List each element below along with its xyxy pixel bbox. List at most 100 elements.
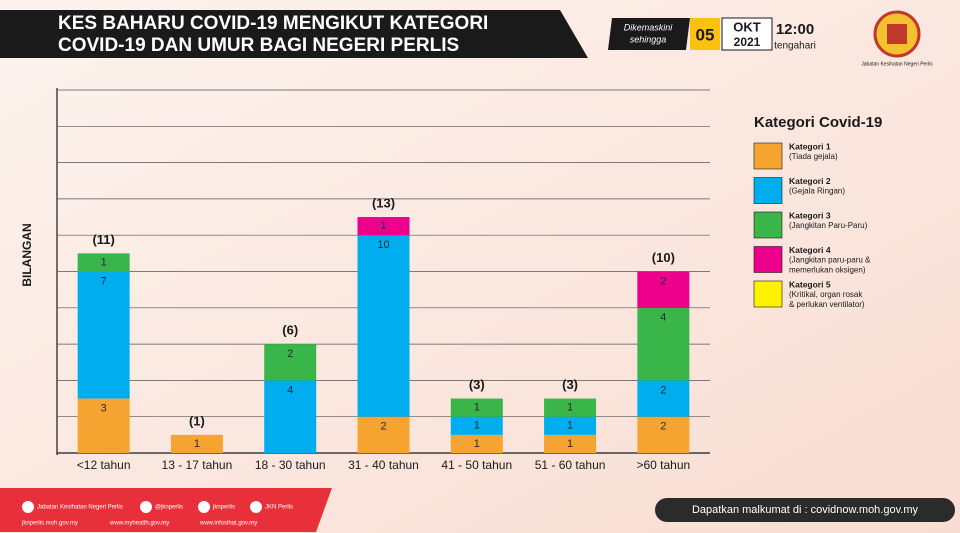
footer-info: Dapatkan malkumat di : covidnow.moh.gov.… (692, 504, 919, 516)
updated-label: sehingga (630, 34, 667, 44)
y-axis-label: BILANGAN (20, 223, 34, 286)
bar-segment (264, 380, 317, 453)
legend-swatch (753, 177, 783, 204)
total-label: (6) (282, 323, 298, 338)
month-box (721, 17, 773, 51)
segment-label: 1 (567, 402, 573, 414)
bar-segment (637, 307, 690, 381)
title-line: KES BAHARU COVID-19 MENGIKUT KATEGORI (58, 13, 488, 34)
legend-swatch (753, 142, 783, 170)
bar-segment (77, 271, 130, 399)
segment-label: 7 (101, 275, 107, 287)
bar-segment (357, 235, 410, 417)
segment-label: 1 (567, 438, 573, 450)
bar-segment (637, 271, 690, 308)
bar-segment (450, 398, 503, 417)
social-icon (198, 501, 210, 513)
segment-label: 4 (660, 312, 666, 324)
bar-segment (544, 398, 597, 417)
bar-segment (450, 434, 503, 453)
bar-segment (77, 253, 130, 272)
total-label: (10) (652, 250, 675, 265)
bar-segment (544, 434, 597, 453)
segment-label: 2 (287, 348, 293, 360)
segment-label: 4 (287, 384, 293, 396)
segment-label: 3 (101, 402, 107, 414)
social-handle: @jknperlis (155, 505, 183, 511)
bar-segment (170, 434, 223, 453)
total-label: (11) (92, 232, 114, 247)
legend-description: (Kritikal, organ rosak & perlukan ventila… (789, 290, 865, 309)
legend-label: Kategori 5 (789, 279, 831, 289)
segment-label: 10 (377, 239, 389, 251)
updated-year: 2021 (734, 35, 761, 49)
legend-swatch (753, 280, 783, 308)
logo-shield (887, 24, 907, 44)
segment-label: 2 (660, 384, 666, 396)
social-icon (140, 501, 152, 513)
total-label: (3) (562, 377, 578, 392)
legend-label: Kategori 1 (789, 141, 831, 151)
social-icon (250, 501, 262, 513)
legend-description: (Jangkitan Paru-Paru) (789, 221, 868, 230)
bar-segment (357, 416, 410, 453)
segment-label: 1 (567, 420, 573, 432)
title-banner (0, 10, 588, 58)
footer-site: www.myhealth.gov.my (109, 521, 169, 527)
segment-label: 1 (474, 402, 480, 414)
legend-description: (Gejala Ringan) (789, 187, 845, 196)
segment-label: 1 (474, 438, 480, 450)
segment-label: 2 (660, 275, 666, 287)
legend-swatch (753, 211, 783, 239)
segment-label: 2 (380, 421, 386, 433)
legend-swatch (753, 246, 783, 273)
logo-caption: Jabatan Kesihatan Negeri Perlis (861, 61, 933, 67)
bar-segment (264, 344, 317, 381)
bar-segment (544, 416, 597, 435)
footer-site: www.infosihat.gov.my (199, 521, 257, 527)
x-tick-label: 51 - 60 tahun (535, 458, 606, 472)
social-handle: jknperlis (212, 505, 235, 511)
bar-segment (637, 380, 690, 417)
updated-period: tengahari (774, 41, 816, 52)
legend-label: Kategori 3 (789, 210, 831, 220)
updated-time: 12:00 (776, 21, 814, 38)
day-box (690, 18, 720, 50)
legend-description: (Tiada gejala) (789, 152, 838, 161)
bar-segment (450, 416, 503, 435)
total-label: (13) (372, 195, 395, 210)
footer-band (0, 488, 332, 532)
total-label: (3) (469, 377, 485, 392)
legend-label: Kategori 4 (789, 245, 831, 255)
segment-label: 1 (101, 256, 107, 268)
social-icon (22, 501, 34, 513)
bar-segment (637, 416, 690, 453)
updated-box (608, 18, 690, 50)
x-tick-label: 18 - 30 tahun (255, 458, 326, 472)
segment-label: 1 (380, 220, 386, 232)
title-line: COVID-19 DAN UMUR BAGI NEGERI PERLIS (58, 35, 459, 56)
x-tick-label: <12 tahun (77, 458, 131, 472)
social-handle: JKN Perlis (265, 505, 293, 511)
x-tick-label: 31 - 40 tahun (348, 458, 419, 472)
updated-month: OKT (733, 19, 761, 34)
updated-day: 05 (696, 25, 715, 44)
footer-site: jknperlis.moh.gov.my (21, 521, 78, 527)
segment-label: 1 (474, 420, 480, 432)
updated-label: Dikemaskini (624, 22, 674, 32)
bar-segment (357, 217, 410, 236)
total-label: (1) (189, 413, 205, 428)
segment-label: 1 (194, 438, 200, 450)
segment-label: 2 (660, 421, 666, 433)
legend-title: Kategori Covid-19 (754, 114, 882, 131)
legend-label: Kategori 2 (789, 176, 831, 186)
x-tick-label: 13 - 17 tahun (162, 458, 233, 472)
x-tick-label: >60 tahun (636, 458, 690, 472)
footer-info-box (655, 498, 955, 522)
social-handle: Jabatan Kesihatan Negeri Perlis (37, 505, 123, 511)
legend-description: (Jangkitan paru-paru & memerlukan oksigen… (789, 256, 871, 275)
bar-segment (77, 398, 130, 453)
x-tick-label: 41 - 50 tahun (441, 458, 512, 472)
